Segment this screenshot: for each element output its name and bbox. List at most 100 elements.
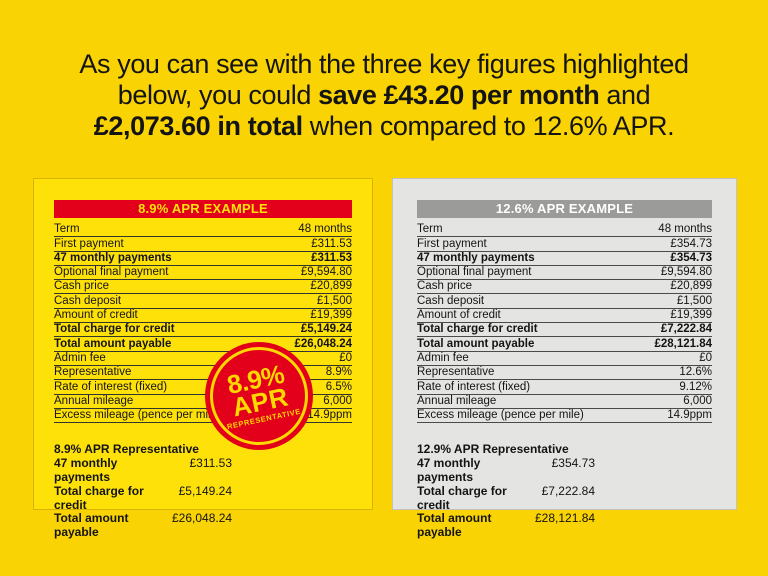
row-value: 6,000 [323, 394, 352, 407]
badge-ring [210, 347, 308, 445]
row-label: Amount of credit [54, 309, 138, 322]
headline-text: As you can see with the three key figure… [79, 49, 689, 79]
row-label: Total charge for credit [54, 323, 175, 336]
row-value: £19,399 [310, 309, 352, 322]
summary-title: 8.9% APR Representative [54, 442, 199, 457]
headline-savings-monthly: save £43.20 per month [318, 80, 600, 110]
row-label: Optional final payment [54, 266, 169, 279]
row-value: £28,121.84 [535, 511, 596, 526]
row-label: Total amount payable [54, 511, 129, 540]
table-row: 47 monthly payments £354.73 [417, 456, 712, 485]
row-label: 47 monthly payments [417, 456, 481, 484]
row-label: Excess mileage (pence per mile) [417, 409, 584, 422]
table-row: Annual mileage 6,000 [54, 395, 352, 409]
row-label: First payment [54, 237, 124, 250]
table-apr-12-6: Term 48 months First payment £354.73 47 mont… [417, 223, 712, 424]
table-row: Amount of credit £19,399 [417, 309, 712, 324]
row-value: 14.9ppm [667, 409, 712, 422]
headline-text: below, you could [117, 80, 319, 110]
table-row: Term 48 months [417, 223, 712, 238]
row-value: £9,594.80 [300, 266, 352, 279]
table-row: Representative 12.6% [417, 366, 712, 381]
row-label: Total amount payable [54, 337, 172, 350]
row-label: Admin fee [417, 351, 469, 364]
row-label: 47 monthly payments [54, 251, 172, 264]
row-label: Total charge for credit [417, 323, 538, 336]
row-label: Total amount payable [417, 337, 535, 350]
row-value: £20,899 [310, 280, 352, 293]
summary-title: 12.9% APR Representative [417, 442, 569, 457]
row-value: £0 [699, 351, 712, 364]
row-label: Total amount payable [417, 511, 492, 540]
table-apr-8-9: Term 48 months First payment £311.53 47 mont… [54, 223, 352, 424]
summary-apr-12-6: 12.9% APR Representative 47 monthly paym… [417, 442, 712, 540]
apr-representative-badge-icon: 8.9% APR REPRESENTATIVE [205, 342, 313, 450]
table-row: Term 48 months [54, 223, 352, 238]
table-row: Rate of interest (fixed) 9.12% [417, 380, 712, 395]
summary-rows: 47 monthly payments £311.53 Total charge f… [54, 456, 352, 540]
table-row: Total amount payable £28,121.84 [417, 512, 712, 540]
row-value: £7,222.84 [660, 323, 712, 336]
row-value: £7,222.84 [541, 483, 595, 498]
row-label: Admin fee [54, 351, 106, 364]
row-label: Rate of interest (fixed) [54, 380, 168, 393]
row-label: Rate of interest (fixed) [417, 380, 531, 393]
table-row: Total charge for credit £7,222.84 [417, 483, 712, 513]
row-value: 9.12% [679, 380, 712, 393]
row-label: 47 monthly payments [417, 251, 535, 264]
table-row: Total amount payable £28,121.84 [417, 337, 712, 352]
row-label: Cash price [417, 280, 472, 293]
row-label: Cash deposit [54, 294, 122, 307]
row-value: £1,500 [676, 294, 712, 307]
row-value: £311.53 [311, 251, 352, 264]
row-label: Cash deposit [417, 294, 485, 307]
row-value: 48 months [658, 223, 712, 236]
headline-line-1: As you can see with the three key figure… [0, 49, 768, 80]
row-value: £26,048.24 [172, 511, 233, 526]
row-label: Amount of credit [417, 309, 501, 322]
table-row: 47 monthly payments £354.73 [417, 252, 712, 266]
row-value: 8.9% [325, 366, 352, 379]
row-value: £5,149.24 [300, 323, 352, 336]
headline-line-2: below, you could save £43.20 per month a… [0, 80, 768, 111]
row-value: £28,121.84 [654, 337, 712, 350]
row-label: Annual mileage [54, 394, 134, 407]
table-row: Total charge for credit £5,149.24 [54, 323, 352, 338]
row-value: £26,048.24 [294, 337, 352, 350]
row-value: £0 [339, 351, 352, 364]
panel-apr-12-6: 12.6% APR EXAMPLE Term 48 months First pay… [392, 178, 737, 539]
row-value: 48 months [298, 223, 352, 236]
row-value: £354.73 [670, 237, 712, 250]
row-label: Annual mileage [417, 394, 497, 407]
row-label: First payment [417, 237, 487, 250]
table-row: Total amount payable £26,048.24 [54, 512, 352, 540]
table-row: Total amount payable £26,048.24 [54, 337, 352, 352]
table-row: Total charge for credit £7,222.84 [417, 323, 712, 338]
table-row: First payment £354.73 [417, 237, 712, 252]
row-label: Term [54, 223, 80, 236]
badge-text: 8.9% APR REPRESENTATIVE [195, 332, 323, 460]
headline-savings-total: £2,073.60 in total [93, 111, 303, 141]
row-value: £354.73 [670, 251, 712, 264]
table-row: Optional final payment £9,594.80 [54, 266, 352, 281]
table-row: Cash price £20,899 [54, 280, 352, 295]
row-value: £1,500 [316, 294, 352, 307]
headline-text: and [599, 80, 651, 110]
table-row: 47 monthly payments £311.53 [54, 456, 352, 485]
table-row: Cash deposit £1,500 [54, 294, 352, 309]
table-row: Representative 8.9% [54, 366, 352, 381]
panel-apr-8-9: 8.9% APR EXAMPLE Term 48 months First paym… [33, 178, 373, 539]
table-row: 47 monthly payments £311.53 [54, 252, 352, 266]
row-label: Representative [417, 366, 495, 379]
headline: As you can see with the three key figure… [0, 49, 768, 142]
row-label: Optional final payment [417, 266, 532, 279]
row-value: 12.6% [679, 366, 712, 379]
table-row: Optional final payment £9,594.80 [417, 266, 712, 281]
summary-rows: 47 monthly payments £354.73 Total charge f… [417, 456, 712, 540]
table-row: Excess mileage (pence per mile) 14.9ppm [417, 409, 712, 424]
row-value: £311.53 [189, 456, 233, 471]
table-row: Total charge for credit £5,149.24 [54, 484, 352, 513]
row-value: 6,000 [683, 394, 712, 407]
row-value: £311.53 [311, 237, 352, 250]
